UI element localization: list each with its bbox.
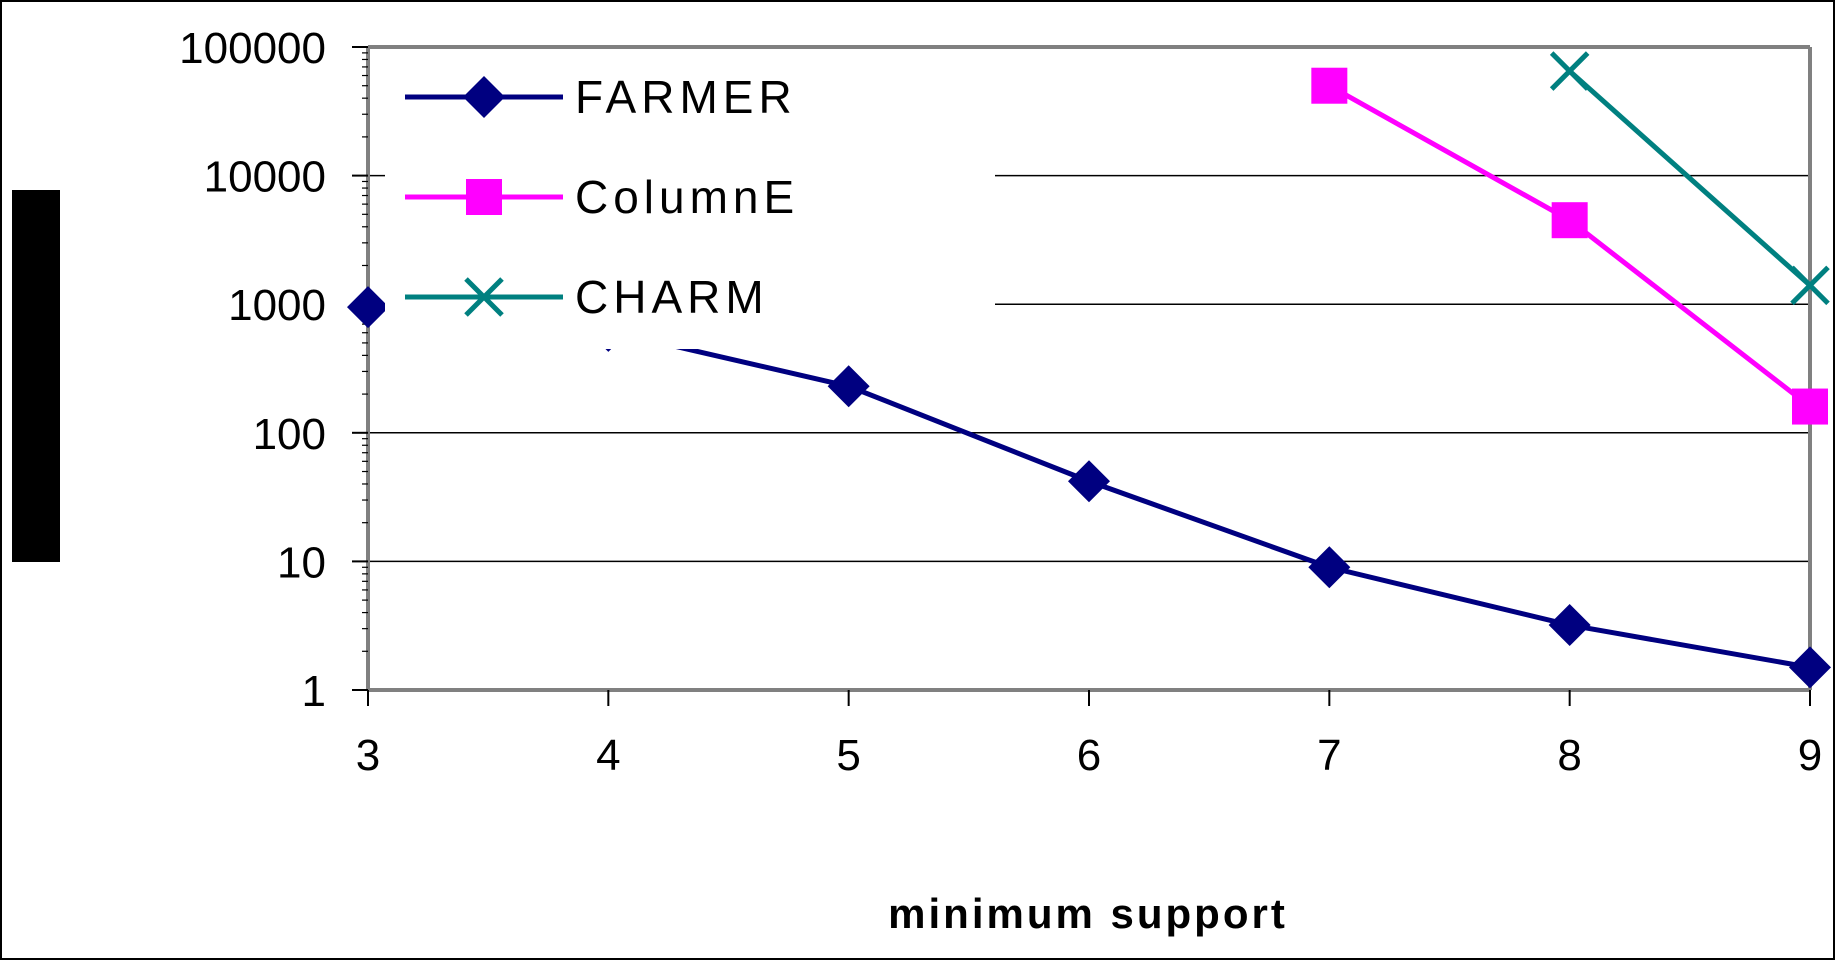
x-tick-label: 4 (596, 731, 620, 780)
data-point-charm (1790, 265, 1830, 306)
y-tick-label: 10 (277, 538, 326, 587)
data-point-charm (1549, 51, 1590, 91)
x-tick-label: 6 (1077, 731, 1101, 780)
y-tick-label: 10000 (204, 153, 326, 202)
x-axis: 3 4 5 6 7 8 9 (356, 690, 1822, 780)
data-point-farmer (1789, 646, 1831, 689)
data-point-farmer (827, 365, 870, 408)
data-point-columne (1792, 388, 1828, 425)
data-point-columne (1551, 202, 1588, 239)
data-point-farmer (347, 286, 389, 329)
data-point-farmer (1548, 604, 1591, 647)
legend-marker-charm (464, 277, 504, 317)
x-tick-label: 8 (1557, 731, 1581, 780)
x-axis-label: minimum support (888, 890, 1288, 937)
legend-label-columne: ColumnE (575, 171, 799, 223)
legend: FARMER ColumnE CHARM (385, 49, 995, 349)
data-point-farmer (1308, 546, 1351, 589)
y-tick-label: 100 (253, 410, 326, 459)
x-tick-label: 5 (836, 731, 860, 780)
x-tick-label: 7 (1317, 731, 1341, 780)
data-point-farmer (1068, 460, 1110, 503)
series-line-charm (1568, 69, 1812, 288)
legend-marker-columne (466, 179, 502, 215)
legend-label-charm: CHARM (575, 271, 769, 323)
x-tick-label: 3 (356, 731, 380, 780)
data-point-columne (1311, 67, 1348, 104)
legend-marker-farmer (463, 76, 505, 118)
y-tick-label: 100000 (179, 24, 326, 73)
left-black-bar (12, 190, 60, 562)
y-tick-label: 1 (302, 667, 326, 716)
legend-label-farmer: FARMER (575, 71, 797, 123)
x-tick-label: 9 (1798, 731, 1822, 780)
y-tick-label: 1000 (228, 281, 326, 330)
y-axis: 1 10 100 1000 10000 100000 (179, 24, 368, 716)
